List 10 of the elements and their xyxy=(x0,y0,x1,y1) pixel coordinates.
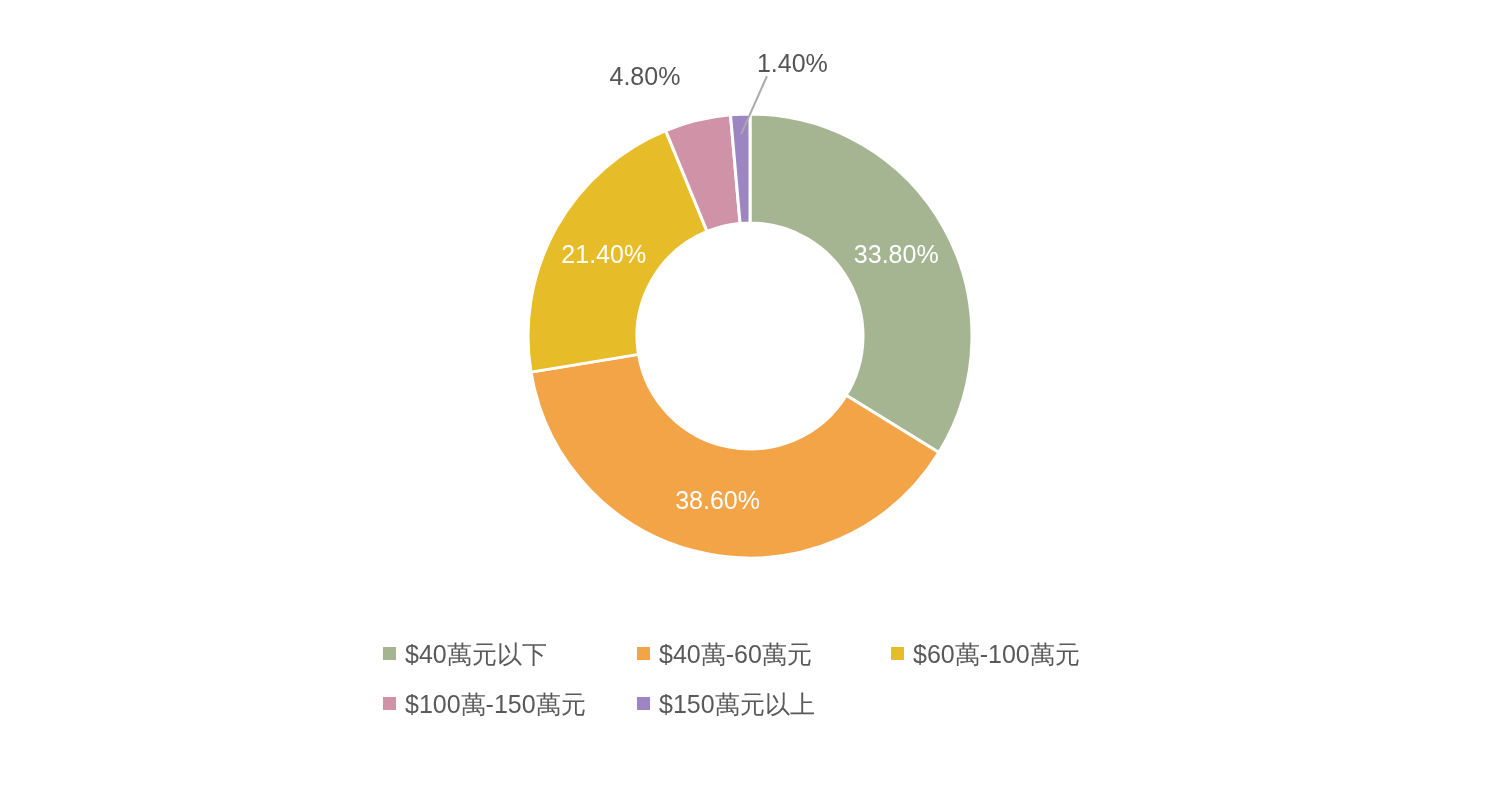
data-label: 4.80% xyxy=(609,62,681,91)
legend-label: $40萬-60萬元 xyxy=(659,640,812,668)
legend-label: $40萬元以下 xyxy=(405,640,547,668)
data-label: 33.80% xyxy=(853,240,939,269)
legend-label: $60萬-100萬元 xyxy=(913,640,1080,668)
data-label: 21.40% xyxy=(561,240,647,269)
data-label: 38.60% xyxy=(675,486,760,515)
legend-label: $100萬-150萬元 xyxy=(405,690,586,718)
data-label: 1.40% xyxy=(756,49,828,78)
legend-label: $150萬元以上 xyxy=(659,690,815,718)
